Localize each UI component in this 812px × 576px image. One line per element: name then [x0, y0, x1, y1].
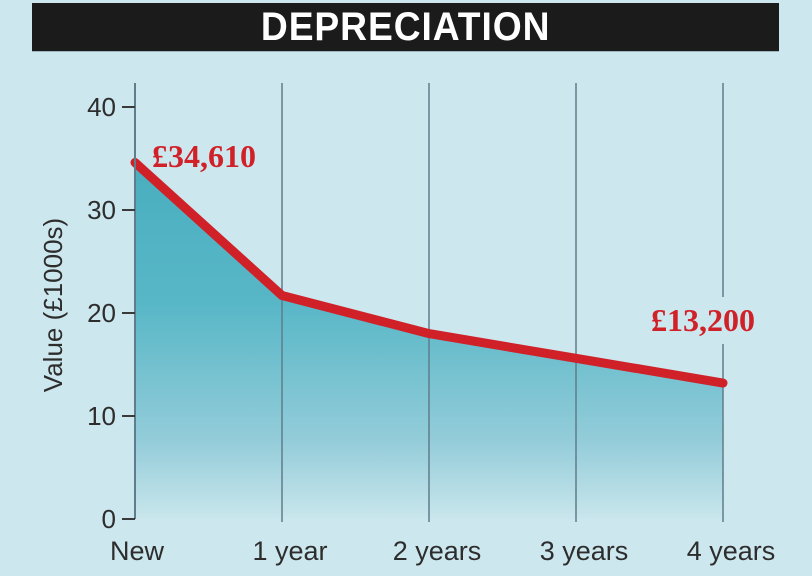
annotation-value-end: £13,200 — [651, 302, 755, 338]
title-banner: DEPRECIATION — [32, 3, 779, 52]
y-tick-label: 40 — [87, 92, 116, 122]
depreciation-line — [130, 158, 728, 388]
y-tick-label: 20 — [87, 298, 116, 328]
x-axis-label: 1 year — [252, 536, 327, 566]
y-tick-label: 10 — [87, 401, 116, 431]
annotation-bg — [650, 297, 760, 344]
annotation-value-start: £34,610 — [152, 138, 256, 174]
y-axis-title: Value (£1000s) — [38, 218, 68, 392]
x-axis-label: 2 years — [393, 536, 482, 566]
chart-title: DEPRECIATION — [260, 4, 551, 49]
y-tick-label: 30 — [87, 195, 116, 225]
y-tick-label: 0 — [102, 504, 116, 534]
x-axis-label: 3 years — [540, 536, 629, 566]
x-axis-label: 4 years — [687, 536, 776, 566]
x-axis-label: New — [110, 536, 165, 566]
